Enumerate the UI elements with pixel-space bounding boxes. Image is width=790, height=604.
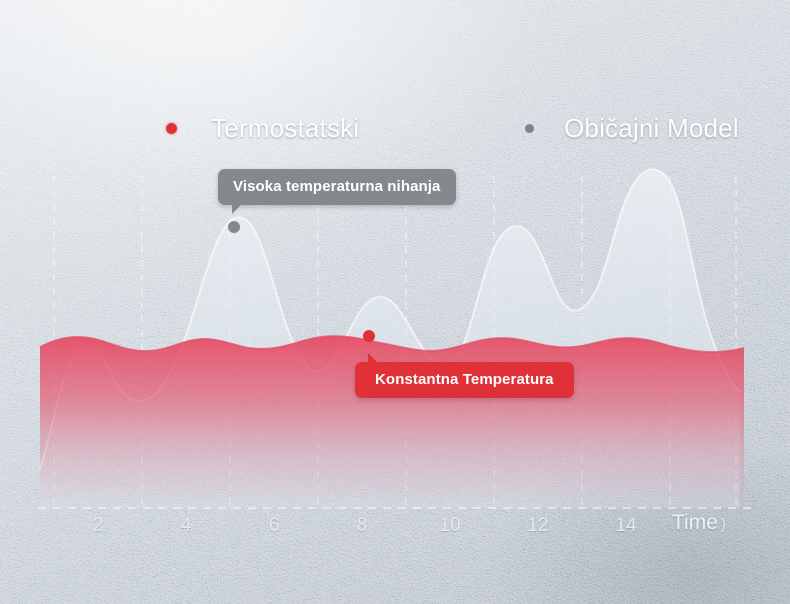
x-tick-label: 4 [180,515,192,536]
legend-dot-gray-icon [525,124,534,133]
x-axis-title-text: Time [672,511,718,534]
annotation-tooltip-constant-temperature[interactable]: Konstantna Temperatura [355,353,574,398]
x-tick-label: 2 [92,515,104,536]
data-point-standard-peak[interactable] [228,221,240,233]
tooltip-tail-icon [368,353,378,363]
series-line-thermostatic [39,335,745,353]
x-axis-title: Time) [672,511,726,535]
legend-item-termostatski[interactable]: Termostatski [166,113,359,144]
x-tick-label: 6 [268,515,280,536]
legend-dot-red-icon [166,123,177,134]
legend-label-termostatski: Termostatski [211,113,360,143]
tooltip-tail-icon [232,204,242,214]
x-axis-title-clipped-glyph: ) [720,516,726,533]
x-tick-label: 10 [439,515,461,536]
annotation-tooltip-red-text: Konstantna Temperatura [375,371,554,388]
legend-item-obicajni-model[interactable]: Običajni Model [525,113,739,144]
data-point-thermostatic[interactable] [363,330,375,342]
x-tick-label: 14 [615,515,637,536]
x-tick-label: 12 [527,515,549,536]
legend-label-obicajni-model: Običajni Model [564,113,739,143]
x-tick-label: 8 [356,515,368,536]
annotation-tooltip-high-fluctuation[interactable]: Visoka temperaturna nihanja [218,169,456,214]
annotation-tooltip-gray-text: Visoka temperaturna nihanja [233,178,441,195]
